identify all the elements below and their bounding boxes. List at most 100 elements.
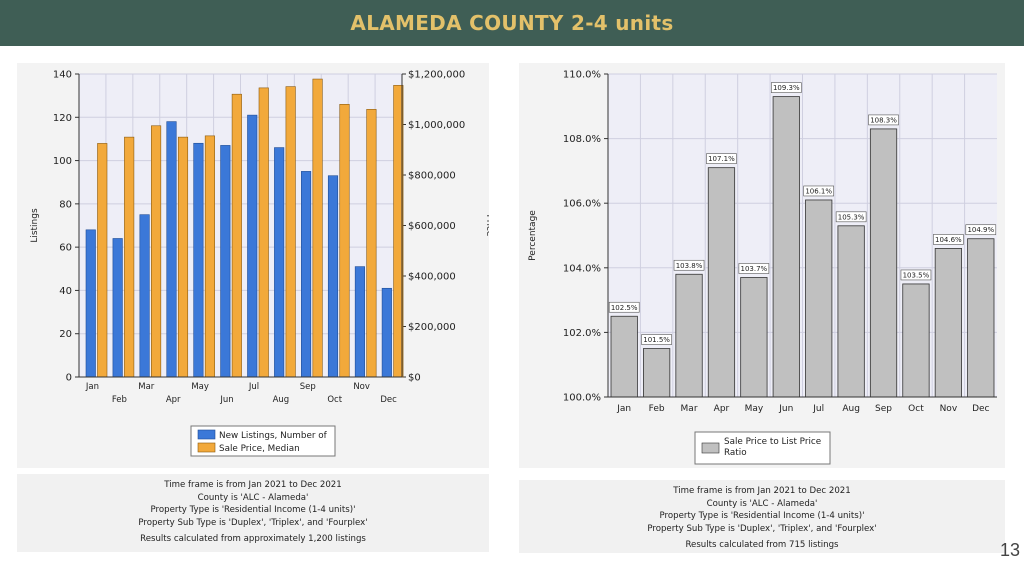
y-tick-label: 80 xyxy=(59,199,72,210)
data-label: 108.3% xyxy=(870,116,897,124)
y-tick-label: 0 xyxy=(66,373,72,384)
bar-listings xyxy=(247,114,258,378)
x-tick-label: Aug xyxy=(842,404,860,414)
legend-swatch-ratio xyxy=(701,442,720,454)
bar-listings xyxy=(220,145,231,378)
legend-swatch-sale-price xyxy=(197,442,216,453)
y2-tick-label: $400,000 xyxy=(408,272,456,283)
ratio-chart: 100.0% 102.0% 104.0% 106.0% 108.0% 110.0% 102.… xyxy=(528,70,997,465)
data-label: 103.8% xyxy=(676,262,703,270)
criteria-results: Results calculated from approximately 1,… xyxy=(140,534,366,544)
y2-tick-label: $0 xyxy=(408,373,421,384)
y-tick-label: 60 xyxy=(59,243,72,254)
x-tick-label: Oct xyxy=(327,395,342,405)
x-tick-label: Dec xyxy=(972,404,989,414)
bar-ratio xyxy=(610,315,638,398)
data-label: 107.1% xyxy=(708,155,735,163)
x-tick-label: Jun xyxy=(778,404,793,414)
bar-listings xyxy=(301,171,312,378)
bar-sale-price xyxy=(124,136,135,378)
data-label-box xyxy=(900,269,932,281)
x-tick-label: Jul xyxy=(812,404,824,414)
bar-sale-price xyxy=(204,135,215,378)
left-chart-criteria: Time frame is from Jan 2021 to Dec 2021 … xyxy=(17,474,489,552)
y-axis-title: Listings xyxy=(30,208,40,243)
criteria-county: County is 'ALC - Alameda' xyxy=(706,498,818,509)
bar-sale-price xyxy=(312,78,323,378)
bar-ratio xyxy=(740,277,768,398)
page-title: ALAMEDA COUNTY 2-4 units xyxy=(350,11,674,35)
page-number: 13 xyxy=(1000,540,1021,560)
data-label-box xyxy=(835,211,867,223)
listings-price-chart-panel: 0 20 40 60 80 100 120 140 $0 $200,000 $400,000 $600… xyxy=(17,63,494,468)
x-tick-label: Oct xyxy=(908,404,924,414)
data-label-box xyxy=(965,224,997,236)
y2-axis-title: Price xyxy=(484,215,489,237)
y-tick-label: 20 xyxy=(59,329,72,340)
x-tick-label: Jul xyxy=(248,382,259,392)
bar-ratio xyxy=(805,199,833,398)
bar-ratio xyxy=(772,96,800,398)
bar-sale-price xyxy=(177,136,189,378)
data-label: 101.5% xyxy=(643,336,670,344)
bar-sale-price xyxy=(231,93,242,378)
data-label-box xyxy=(608,301,640,313)
bar-ratio xyxy=(934,248,962,398)
data-label: 102.5% xyxy=(611,304,638,312)
data-label-box xyxy=(641,334,672,345)
data-label: 105.3% xyxy=(838,213,865,221)
y-axis-title: Percentage xyxy=(528,210,538,261)
x-tick-label: Jan xyxy=(85,382,99,392)
data-label-box xyxy=(803,185,835,197)
bar-listings xyxy=(166,121,177,378)
title-bar: ALAMEDA COUNTY 2-4 units xyxy=(0,0,1024,46)
legend-label-sale-price: Sale Price, Median xyxy=(219,444,300,454)
criteria-results: Results calculated from 715 listings xyxy=(685,540,839,550)
right-chart-criteria: Time frame is from Jan 2021 to Dec 2021 … xyxy=(519,480,1005,553)
y-tick-label: 40 xyxy=(59,286,72,297)
y-tick-label: 108.0% xyxy=(563,134,601,145)
criteria-sub-type: Property Sub Type is 'Duplex', 'Triplex'… xyxy=(647,523,877,534)
criteria-timeframe: Time frame is from Jan 2021 to Dec 2021 xyxy=(164,480,342,490)
x-tick-label: Apr xyxy=(166,395,181,405)
listings-price-chart: 0 20 40 60 80 100 120 140 $0 $200,000 $400,000 $600… xyxy=(30,70,494,457)
x-tick-label: Jun xyxy=(219,395,233,405)
y-tick-label: 100 xyxy=(53,156,72,167)
legend-swatch-listings xyxy=(197,429,216,440)
criteria-county: County is 'ALC - Alameda' xyxy=(197,492,309,503)
bar-listings xyxy=(354,266,365,378)
bar-listings xyxy=(85,229,96,378)
bar-sale-price xyxy=(366,109,377,378)
bar-sale-price xyxy=(97,143,108,378)
criteria-property-type: Property Type is 'Residential Income (1-… xyxy=(150,505,356,515)
bar-ratio xyxy=(902,283,930,398)
bar-sale-price xyxy=(339,103,350,378)
y-tick-label: 100.0% xyxy=(563,393,601,404)
y2-tick-label: $800,000 xyxy=(408,171,456,182)
y-tick-label: 110.0% xyxy=(563,70,601,81)
x-tick-label: Nov xyxy=(940,404,958,414)
y-tick-label: 140 xyxy=(53,70,72,81)
legend-label-listings: New Listings, Number of xyxy=(219,431,328,441)
data-label: 103.5% xyxy=(903,271,930,279)
data-label-box xyxy=(738,263,770,274)
criteria-timeframe: Time frame is from Jan 2021 to Dec 2021 xyxy=(673,486,851,496)
bar-listings xyxy=(139,214,150,378)
data-label-box xyxy=(933,234,964,245)
x-tick-label: Mar xyxy=(681,404,698,414)
x-tick-label: Sep xyxy=(875,404,892,414)
y2-tick-label: $600,000 xyxy=(408,221,456,232)
bar-ratio xyxy=(675,273,703,398)
x-tick-label: May xyxy=(745,404,764,414)
y-tick-label: 104.0% xyxy=(563,263,601,274)
x-tick-label: Aug xyxy=(273,395,290,405)
y2-tick-label: $1,000,000 xyxy=(408,120,465,131)
y-tick-label: 106.0% xyxy=(563,199,601,210)
data-label-box xyxy=(770,82,802,93)
criteria-sub-type: Property Sub Type is 'Duplex', 'Triplex'… xyxy=(138,517,368,528)
data-label: 106.1% xyxy=(805,187,832,195)
bar-ratio xyxy=(837,225,865,398)
x-tick-label: Feb xyxy=(649,404,665,414)
bar-listings xyxy=(327,175,339,378)
ratio-chart-panel: 100.0% 102.0% 104.0% 106.0% 108.0% 110.0% 102.… xyxy=(519,63,1005,468)
